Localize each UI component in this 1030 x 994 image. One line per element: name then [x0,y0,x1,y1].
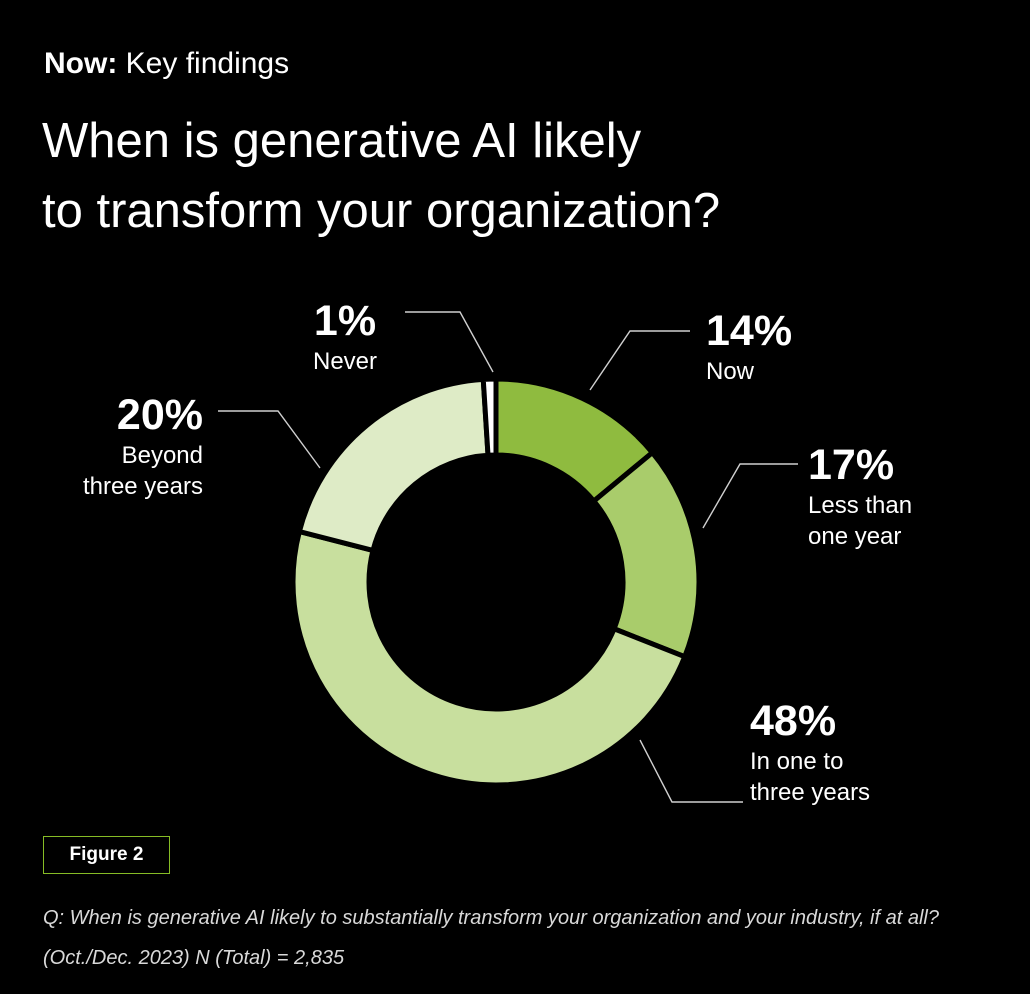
label-beyond-three-years: 20% Beyond three years [60,390,203,502]
category-beyond-line2: three years [82,473,203,500]
leader-line-never [405,311,494,373]
category-inone-line1: In one to [750,748,844,775]
leader-line-now [589,330,690,391]
chart-title: When is generative AI likely to transfor… [42,106,942,246]
title-line-1: When is generative AI likely [42,114,642,168]
donut-slices [290,376,702,788]
kicker-bold: Now: [44,47,118,80]
slice-never [480,376,499,458]
category-beyond-line1: Beyond [121,442,203,469]
label-in-one-to-three-years: 48% In one to three years [750,696,870,808]
category-inone-line2: three years [750,779,871,806]
value-inone: 48% [750,697,837,745]
label-never: 1% Never [305,296,385,377]
leader-line-less [702,463,798,529]
leader-line-inone [639,739,743,803]
title-line-2: to transform your organization? [42,184,721,238]
slice-beyond-three-years [296,376,491,554]
value-never: 1% [313,297,377,345]
footnote-sample: (Oct./Dec. 2023) N (Total) = 2,835 [43,947,345,969]
category-less-line2: one year [808,523,902,550]
value-beyond: 20% [116,391,203,439]
value-less: 17% [808,441,895,489]
kicker-text: Key findings [125,47,290,80]
leader-lines [218,311,798,803]
leader-line-beyond [218,410,321,469]
label-now: 14% Now [706,306,792,387]
figure-label: Figure 2 [43,836,170,874]
footnote-question: Q: When is generative AI likely to subst… [43,907,939,929]
slice-in-one-to-three-years [290,528,688,788]
category-now: Now [706,358,755,385]
footnote: Q: When is generative AI likely to subst… [43,898,1023,978]
value-now: 14% [706,307,793,355]
kicker: Now: Key findings [44,44,289,84]
label-less-than-one-year: 17% Less than one year [808,440,912,552]
category-less-line1: Less than [808,492,913,519]
category-never: Never [312,348,378,375]
